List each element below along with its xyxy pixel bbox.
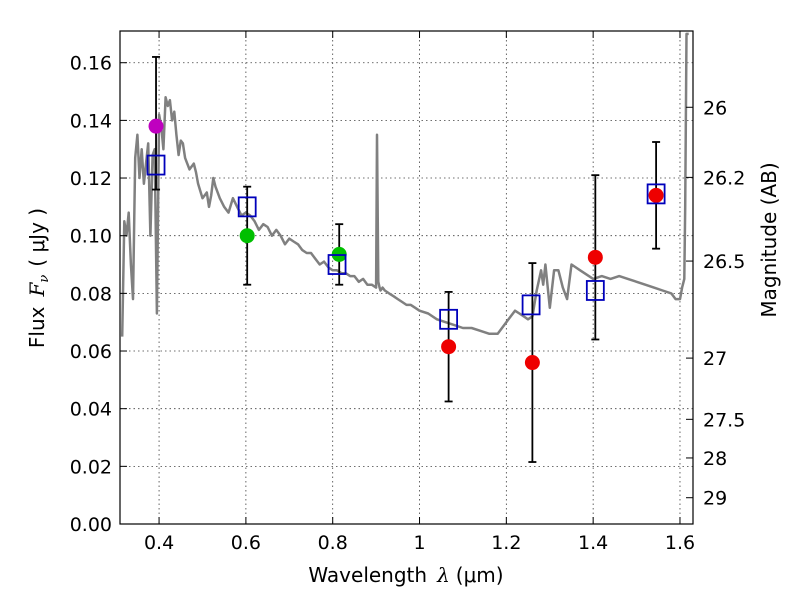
y-tick-label: 0.02 [70, 456, 112, 478]
observed-point [148, 118, 164, 134]
tick-label-layer: 0.4 0.6 0.8 1 1.2 1.4 1.6 0.00 0.02 0.04 0.06 0.08 0… [70, 53, 746, 554]
x-tick-label: 0.4 [144, 532, 174, 554]
observed-point [441, 339, 457, 355]
model-photometry-layer [146, 154, 666, 330]
tick-layer [120, 31, 693, 525]
y2-tick-label: 26 [703, 97, 727, 119]
y-tick-label: 0.06 [70, 341, 112, 363]
y-axis-label: FluxFν( μJy ) [25, 208, 52, 348]
x-axis-label: Wavelength λ (μm) [308, 563, 503, 587]
y2-tick-label: 28 [703, 448, 727, 470]
y-tick-label: 0.14 [70, 110, 112, 132]
y-tick-label: 0.00 [70, 514, 112, 536]
model-photometry-box [237, 196, 257, 218]
y2-tick-label: 26.2 [703, 167, 745, 189]
plot-frame [119, 30, 694, 525]
grid-layer [120, 31, 693, 525]
observed-points-layer [148, 118, 664, 371]
x-tick-label: 1.6 [665, 532, 695, 554]
model-photometry-box [327, 254, 347, 275]
x-tick-label: 0.8 [318, 532, 348, 554]
y-tick-label: 0.16 [70, 53, 112, 75]
observed-point [587, 249, 603, 265]
observed-point [239, 228, 255, 244]
y-tick-label: 0.04 [70, 399, 112, 421]
y-tick-label: 0.08 [70, 283, 112, 305]
x-tick-label: 0.6 [231, 532, 261, 554]
model-photometry-box [521, 294, 541, 316]
y2-tick-label: 27 [703, 348, 727, 370]
x-tick-label: 1 [413, 532, 425, 554]
y-tick-label: 0.12 [70, 168, 112, 190]
model-photometry-box [146, 154, 166, 176]
y2-tick-label: 27.5 [703, 409, 745, 431]
model-photometry-box [646, 183, 666, 205]
y-tick-label: 0.10 [70, 226, 112, 248]
y2-tick-label: 29 [703, 488, 727, 510]
model-photometry-box [439, 308, 459, 330]
y2-axis-label: Magnitude (AB) [757, 162, 781, 317]
observed-point [524, 355, 540, 371]
x-tick-label: 1.2 [491, 532, 521, 554]
model-photometry-box [585, 280, 605, 301]
x-tick-label: 1.4 [578, 532, 608, 554]
observed-point [648, 187, 664, 203]
y2-tick-label: 26.5 [703, 251, 745, 273]
